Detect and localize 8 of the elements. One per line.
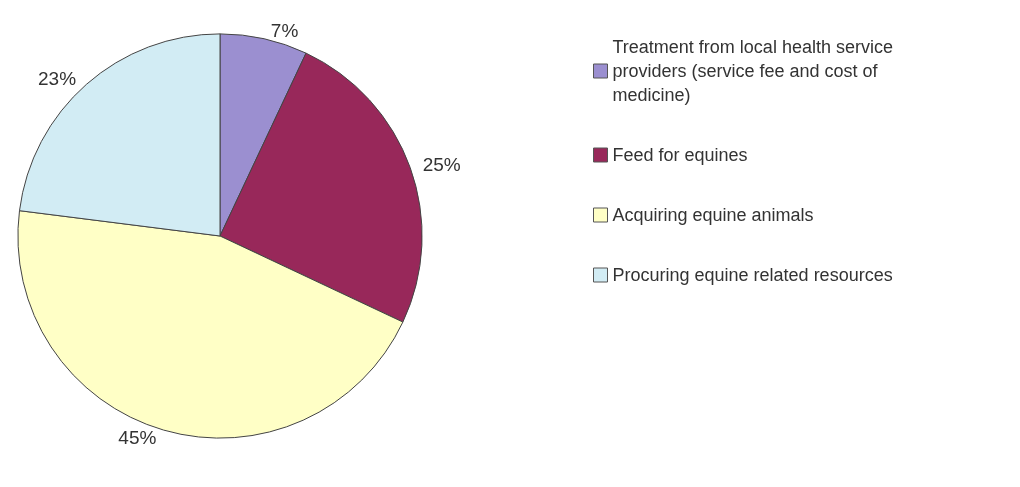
legend-label: Treatment from local health service providers (service fee and cost of medicine)	[612, 37, 898, 105]
legend-label: Acquiring equine animals	[612, 205, 814, 225]
data-label: 45%	[118, 427, 157, 449]
data-label: 25%	[422, 154, 461, 176]
legend-label: Procuring equine related resources	[612, 265, 893, 285]
data-label: 7%	[270, 20, 299, 42]
data-label: 23%	[38, 67, 77, 89]
legend-label: Feed for equines	[612, 145, 748, 165]
